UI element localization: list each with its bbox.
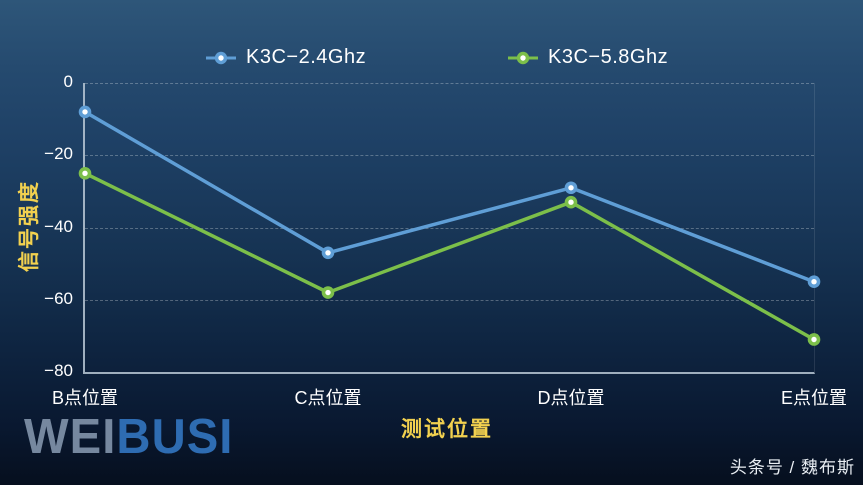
y-tick-label: −80: [44, 361, 73, 380]
data-point-center: [82, 109, 88, 115]
legend-label: K3C−2.4Ghz: [246, 46, 367, 68]
y-tick-label: −40: [44, 216, 73, 236]
data-point-center: [568, 185, 574, 191]
data-point-center: [82, 170, 88, 177]
plot-area: 0 −20 −40 −60 −80 B点位置 C点位置 D点位置 E点位置: [44, 72, 847, 408]
x-tick-label: E点位置: [780, 388, 848, 408]
y-tick-label: −20: [44, 144, 73, 164]
gridline-minus40: [85, 227, 814, 229]
x-tick-label: D点位置: [537, 388, 605, 408]
weibusi-logo: WEIBUSI: [24, 408, 233, 465]
legend-marker-icon: [206, 51, 236, 64]
legend-label: K3C−5.8Ghz: [548, 46, 669, 68]
series-plot: [78, 105, 821, 346]
data-point-center: [811, 278, 817, 285]
logo-wei: WEI: [24, 408, 117, 465]
data-point-center: [325, 289, 331, 296]
y-tick-label: −60: [44, 288, 73, 308]
series-line-0: [83, 110, 816, 284]
legend-marker-icon: [508, 51, 538, 64]
y-tick-label: 0: [63, 72, 73, 91]
x-tick-label: B点位置: [51, 388, 119, 408]
x-axis-title: 测试位置: [401, 418, 493, 441]
gridline-0: [85, 83, 814, 84]
legend-item-24ghz: K3C−2.4Ghz: [206, 46, 366, 69]
x-tick-label: C点位置: [294, 388, 362, 408]
data-point-center: [568, 199, 574, 205]
series-line-1: [83, 171, 816, 342]
data-point-center: [811, 336, 817, 343]
gridline-minus60: [85, 299, 814, 301]
data-point-center: [325, 250, 331, 256]
gridline-minus20: [85, 155, 814, 157]
logo-busi: BUSI: [116, 408, 234, 465]
legend-item-58ghz: K3C−5.8Ghz: [508, 46, 668, 69]
y-axis-title: 信号强度: [18, 180, 41, 272]
attribution-text: 头条号 / 魏布斯: [729, 458, 855, 477]
